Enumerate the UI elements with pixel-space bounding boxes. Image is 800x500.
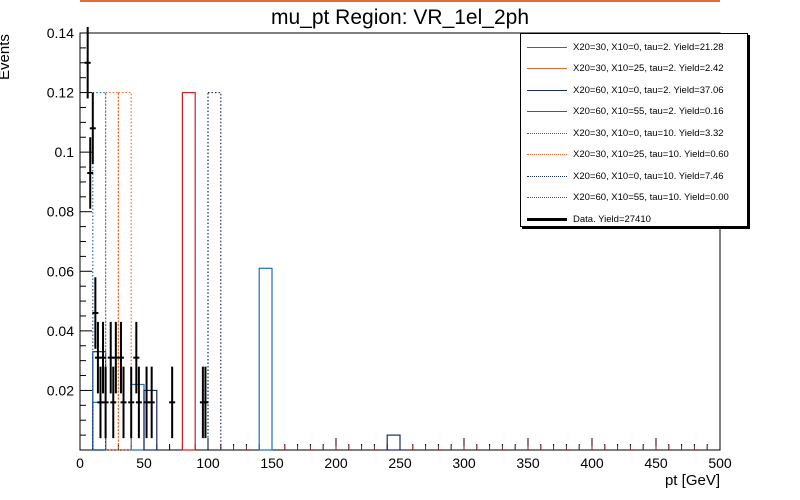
y-tick-label: 0.12 [47,85,74,101]
legend-label: X20=30, X10=25, tau=2. Yield=2.42 [573,63,724,74]
legend-label: X20=60, X10=0, tau=10. Yield=7.46 [573,170,724,182]
y-axis-label: Events [0,34,13,80]
x-tick-label: 100 [196,455,220,471]
legend-swatch [527,46,567,48]
histogram-bar [258,267,273,451]
x-axis-label: pt [GeV] [664,472,720,489]
legend-entry: X20=60, X10=55, tau=2. Yield=0.16 [527,103,743,121]
x-tick-label: 0 [76,455,84,471]
legend-label: X20=60, X10=0, tau=2. Yield=37.06 [573,84,724,96]
legend-entry: X20=30, X10=25, tau=2. Yield=2.42 [527,60,743,78]
y-tick-label: 0.04 [47,323,74,339]
legend-entry: X20=60, X10=55, tau=10. Yield=0.00 [527,189,743,207]
x-tick-label: 450 [644,455,668,471]
legend-swatch [527,175,567,177]
x-tick-label: 50 [136,455,152,471]
y-tick-label: 0.08 [47,204,74,220]
legend-label: X20=60, X10=55, tau=2. Yield=0.16 [573,106,724,117]
legend-label: X20=30, X10=25, tau=10. Yield=0.60 [573,149,729,160]
legend-swatch [527,132,567,134]
y-tick-label: 0.02 [47,382,74,398]
legend-label: X20=30, X10=0, tau=2. Yield=21.28 [573,41,724,53]
y-tick-label: 0.14 [47,25,74,41]
chart-title: mu_pt Region: VR_1el_2ph [270,6,529,29]
x-tick-label: 200 [324,455,348,471]
legend-swatch [527,89,567,91]
legend-entry: X20=30, X10=0, tau=2. Yield=21.28 [527,38,743,56]
legend-entry: X20=60, X10=0, tau=2. Yield=37.06 [527,81,743,99]
histogram-bar [104,91,119,451]
x-tick-label: 250 [388,455,412,471]
histogram-bar [92,91,107,451]
legend-swatch [527,111,567,112]
legend-entry: Data. Yield=27410 [527,210,743,228]
x-tick-label: 300 [452,455,476,471]
top-color-strip [80,0,720,2]
histogram-bar [92,401,107,451]
y-tick-label: 0.06 [47,263,74,279]
x-tick-label: 500 [708,455,732,471]
y-tick-label: 0.1 [55,144,75,160]
legend: X20=30, X10=0, tau=2. Yield=21.28 X20=30,… [520,33,748,227]
x-tick-label: 350 [516,455,540,471]
legend-swatch [527,197,567,198]
legend-swatch [527,154,567,155]
legend-entry: X20=60, X10=0, tau=10. Yield=7.46 [527,167,743,185]
legend-label: Data. Yield=27410 [573,213,651,225]
x-tick-label: 150 [260,455,284,471]
legend-swatch [527,217,567,221]
legend-entry: X20=30, X10=25, tau=10. Yield=0.60 [527,146,743,164]
histogram-bar [117,91,132,451]
legend-swatch [527,68,567,69]
x-tick-label: 400 [580,455,604,471]
histogram-bar [386,434,401,451]
legend-label: X20=60, X10=55, tau=10. Yield=0.00 [573,192,729,203]
histogram-bar [181,91,196,451]
histogram-bar [207,91,222,451]
legend-label: X20=30, X10=0, tau=10. Yield=3.32 [573,127,724,139]
histogram-bar [130,383,145,451]
histogram-bar [143,389,158,451]
legend-entry: X20=30, X10=0, tau=10. Yield=3.32 [527,124,743,142]
